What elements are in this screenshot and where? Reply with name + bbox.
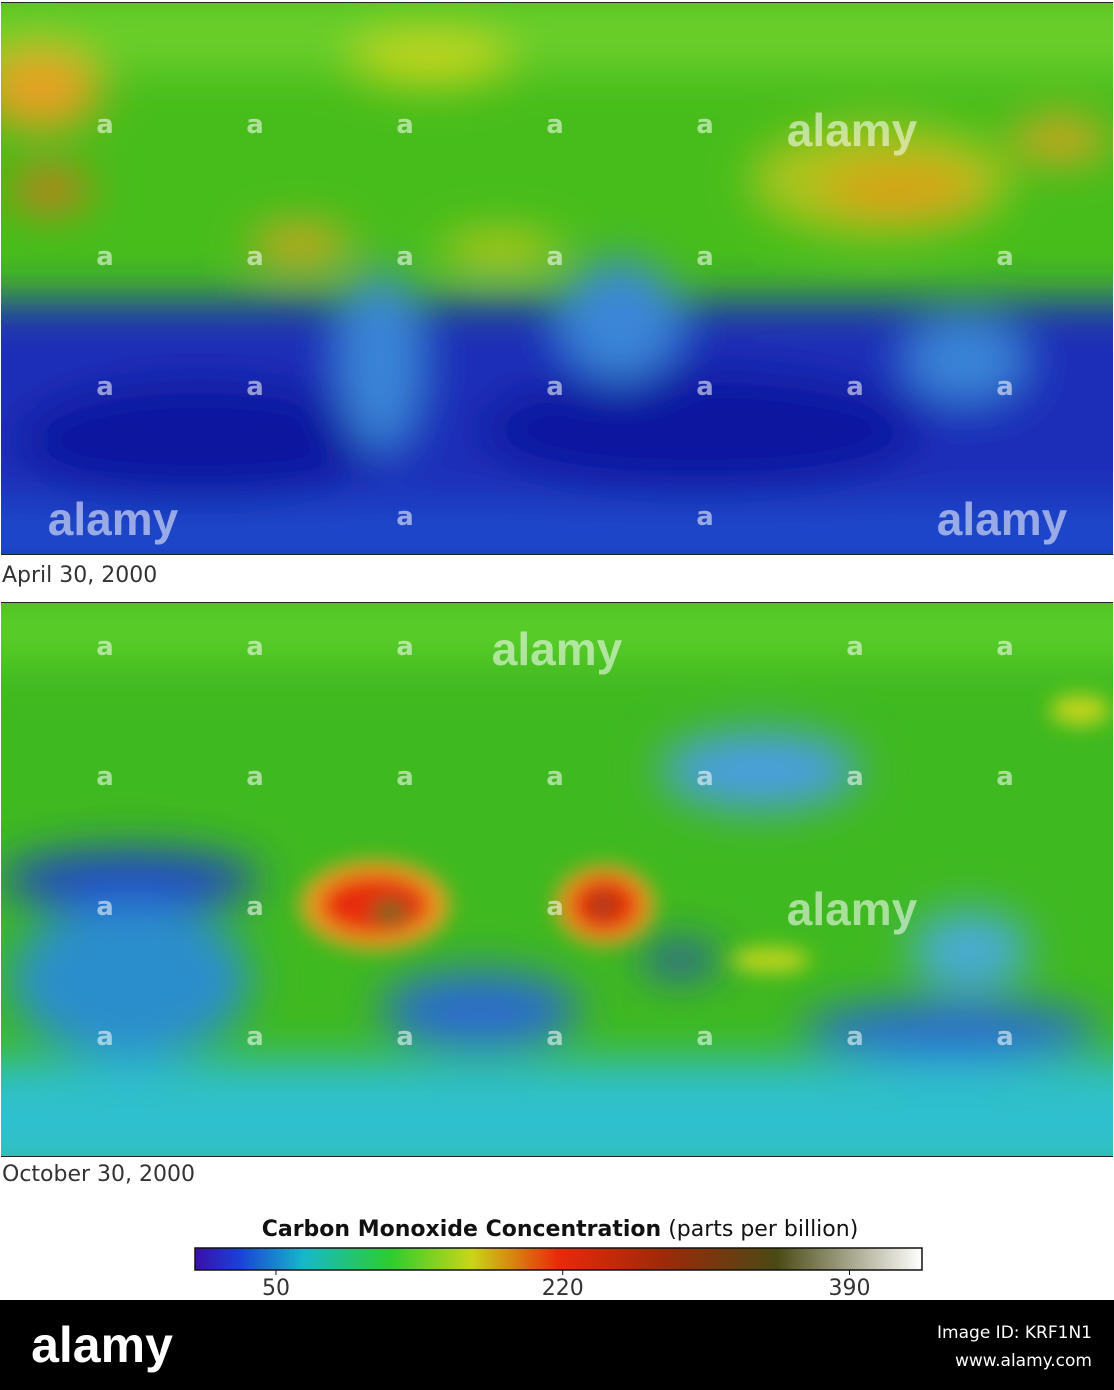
watermark-glyph: a xyxy=(996,372,1014,402)
map-october xyxy=(1,602,1113,1157)
watermark-glyph: a xyxy=(546,1022,564,1052)
watermark-glyph: a xyxy=(846,372,864,402)
watermark: alamy xyxy=(787,104,918,156)
map-date: October 30, 2000 xyxy=(2,1162,195,1187)
watermark-glyph: a xyxy=(546,892,564,922)
watermark-glyph: a xyxy=(696,372,714,402)
watermark-glyph: a xyxy=(246,372,264,402)
watermark: alamy xyxy=(937,493,1068,545)
watermark-glyph: a xyxy=(846,632,864,662)
watermark-glyph: a xyxy=(96,632,114,662)
colorbar-tick-label: 220 xyxy=(542,1276,584,1301)
watermark-glyph: a xyxy=(246,892,264,922)
watermark-glyph: a xyxy=(96,110,114,140)
watermark-glyph: a xyxy=(546,242,564,272)
watermark-glyph: a xyxy=(96,892,114,922)
watermark-glyph: a xyxy=(96,1022,114,1052)
watermark-glyph: a xyxy=(846,1022,864,1052)
watermark-glyph: a xyxy=(96,242,114,272)
colorbar-tick-label: 50 xyxy=(262,1276,290,1301)
footer-bar xyxy=(0,1300,1114,1390)
watermark-glyph: a xyxy=(846,762,864,792)
colorbar-tick-label: 390 xyxy=(828,1276,870,1301)
watermark-glyph: a xyxy=(996,242,1014,272)
watermark-glyph: a xyxy=(696,762,714,792)
watermark-glyph: a xyxy=(246,762,264,792)
watermark-glyph: a xyxy=(396,632,414,662)
colorbar-unit: (parts per billion) xyxy=(668,1217,858,1242)
watermark-glyph: a xyxy=(696,242,714,272)
watermark-glyph: a xyxy=(396,110,414,140)
image-id: Image ID: KRF1N1 xyxy=(937,1323,1092,1343)
watermark-glyph: a xyxy=(546,110,564,140)
watermark-glyph: a xyxy=(246,632,264,662)
colorbar xyxy=(194,1247,923,1271)
watermark-glyph: a xyxy=(546,372,564,402)
colorbar-title: Carbon Monoxide Concentration (parts per… xyxy=(262,1217,859,1242)
watermark-glyph: a xyxy=(996,762,1014,792)
watermark: alamy xyxy=(492,623,623,675)
map-date: April 30, 2000 xyxy=(2,563,157,588)
watermark-glyph: a xyxy=(996,1022,1014,1052)
watermark-glyph: a xyxy=(246,242,264,272)
watermark-glyph: a xyxy=(246,110,264,140)
watermark-glyph: a xyxy=(396,1022,414,1052)
watermark-glyph: a xyxy=(246,1022,264,1052)
watermark: alamy xyxy=(48,493,179,545)
watermark-glyph: a xyxy=(696,502,714,532)
watermark-glyph: a xyxy=(96,372,114,402)
watermark-glyph: a xyxy=(696,1022,714,1052)
watermark-glyph: a xyxy=(396,762,414,792)
footer-url: www.alamy.com xyxy=(955,1351,1092,1371)
map-april xyxy=(1,2,1113,555)
watermark-glyph: a xyxy=(996,632,1014,662)
watermark-glyph: a xyxy=(396,502,414,532)
watermark-glyph: a xyxy=(96,762,114,792)
watermark-glyph: a xyxy=(546,762,564,792)
colorbar-title-text: Carbon Monoxide Concentration xyxy=(262,1217,661,1242)
watermark-glyph: a xyxy=(396,242,414,272)
watermark-glyph: a xyxy=(696,110,714,140)
footer-logo: alamy xyxy=(31,1317,173,1373)
watermark: alamy xyxy=(787,883,918,935)
